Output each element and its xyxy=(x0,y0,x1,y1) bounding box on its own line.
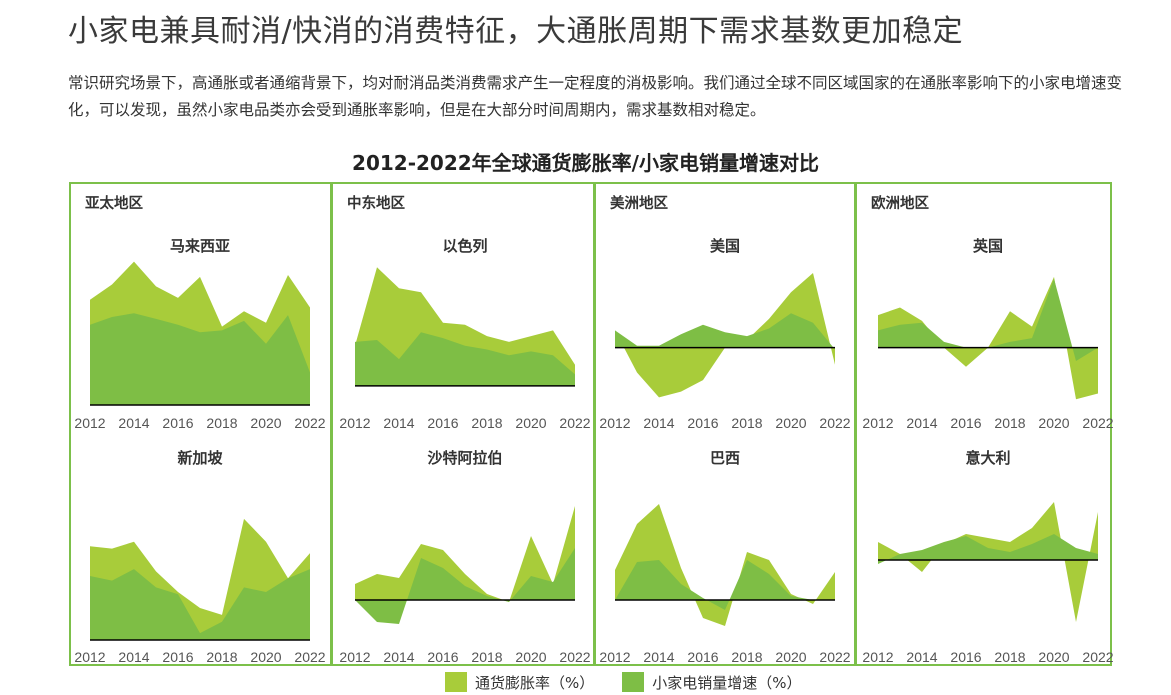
x-tick-label: 2022 xyxy=(819,415,850,431)
x-tick-label: 2020 xyxy=(775,649,806,665)
country-chart: 新加坡 2012 2014 2016 2018 2020 2022 xyxy=(74,449,325,665)
x-tick-label: 2012 xyxy=(74,415,105,431)
region-panel-europe: 欧洲地区 xyxy=(855,182,1112,666)
x-tick-label: 2022 xyxy=(294,415,325,431)
x-tick-label: 2016 xyxy=(162,415,193,431)
x-tick-label: 2012 xyxy=(74,649,105,665)
sales-growth-area xyxy=(878,278,1098,361)
sales-growth-area xyxy=(355,332,575,386)
x-tick-label: 2016 xyxy=(687,415,718,431)
legend-swatch-sales xyxy=(622,672,645,692)
country-chart: 英国 2012 2014 2016 2018 2020 2022 xyxy=(862,237,1113,431)
x-tick-label: 2014 xyxy=(906,415,937,431)
x-tick-label: 2018 xyxy=(471,649,502,665)
x-tick-label: 2018 xyxy=(731,649,762,665)
inflation-area xyxy=(878,276,1098,400)
legend-swatch-inflation xyxy=(445,672,467,692)
x-tick-label: 2012 xyxy=(862,415,893,431)
country-title: 美国 xyxy=(710,237,740,255)
x-tick-label: 2020 xyxy=(250,415,281,431)
country-title: 沙特阿拉伯 xyxy=(427,449,502,467)
inflation-area xyxy=(355,506,575,602)
x-tick-label: 2020 xyxy=(515,649,546,665)
x-tick-label: 2018 xyxy=(731,415,762,431)
inflation-area xyxy=(615,273,835,398)
x-tick-label: 2022 xyxy=(559,649,590,665)
x-tick-label: 2014 xyxy=(383,649,414,665)
x-tick-label: 2016 xyxy=(427,649,458,665)
x-tick-label: 2016 xyxy=(687,649,718,665)
legend: 通货膨胀率（%） 小家电销量增速（%） xyxy=(445,670,830,694)
x-tick-label: 2020 xyxy=(250,649,281,665)
page-description: 常识研究场景下，高通胀或者通缩背景下，均对耐消品类消费需求产生一定程度的消极影响… xyxy=(68,74,1123,119)
x-tick-label: 2016 xyxy=(162,649,193,665)
legend-label-inflation: 通货膨胀率（%） xyxy=(475,673,595,692)
x-tick-label: 2016 xyxy=(427,415,458,431)
x-tick-label: 2014 xyxy=(118,649,149,665)
x-tick-label: 2012 xyxy=(862,649,893,665)
page-title: 小家电兼具耐消/快消的消费特征，大通胀周期下需求基数更加稳定 xyxy=(68,14,964,49)
country-chart: 意大利 2012 2014 2016 2018 2020 2022 xyxy=(862,449,1113,665)
x-tick-label: 2022 xyxy=(819,649,850,665)
chart-title: 2012-2022年全球通货膨胀率/小家电销量增速对比 xyxy=(352,151,819,175)
x-tick-label: 2012 xyxy=(339,649,370,665)
sales-growth-area xyxy=(90,313,310,405)
x-tick-label: 2014 xyxy=(643,649,674,665)
x-tick-label: 2014 xyxy=(118,415,149,431)
x-tick-label: 2018 xyxy=(206,415,237,431)
x-tick-label: 2020 xyxy=(775,415,806,431)
country-chart: 美国 2012 2014 2016 2018 2020 2022 xyxy=(599,237,850,431)
x-tick-label: 2014 xyxy=(906,649,937,665)
x-tick-label: 2016 xyxy=(950,415,981,431)
sales-growth-area xyxy=(90,569,310,640)
country-chart: 以色列 2012 2014 2016 2018 2020 2022 xyxy=(339,237,590,431)
country-title: 新加坡 xyxy=(177,449,222,467)
x-tick-label: 2018 xyxy=(471,415,502,431)
region-label: 美洲地区 xyxy=(610,196,668,212)
x-tick-label: 2020 xyxy=(1038,649,1069,665)
x-tick-label: 2022 xyxy=(1082,649,1113,665)
x-tick-label: 2018 xyxy=(994,415,1025,431)
country-chart: 马来西亚 2012 2014 2016 2018 2020 2022 xyxy=(74,237,325,431)
sales-growth-area xyxy=(355,548,575,624)
legend-item-sales: 小家电销量增速（%） xyxy=(622,672,802,693)
x-tick-label: 2014 xyxy=(383,415,414,431)
country-title: 意大利 xyxy=(965,449,1010,467)
sales-growth-area xyxy=(878,534,1098,564)
sales-growth-area xyxy=(615,313,835,350)
region-label: 亚太地区 xyxy=(85,196,143,212)
x-tick-label: 2022 xyxy=(1082,415,1113,431)
legend-item-inflation: 通货膨胀率（%） xyxy=(445,672,594,693)
country-title: 马来西亚 xyxy=(170,237,230,255)
region-label: 中东地区 xyxy=(347,196,405,212)
inflation-area xyxy=(878,502,1098,622)
x-tick-label: 2022 xyxy=(294,649,325,665)
country-chart: 沙特阿拉伯 2012 2014 2016 2018 2020 2022 xyxy=(339,449,590,665)
x-tick-label: 2014 xyxy=(643,415,674,431)
x-tick-label: 2018 xyxy=(206,649,237,665)
x-tick-label: 2012 xyxy=(339,415,370,431)
region-label: 欧洲地区 xyxy=(871,196,929,212)
x-tick-label: 2012 xyxy=(599,649,630,665)
x-tick-label: 2022 xyxy=(559,415,590,431)
legend-label-sales: 小家电销量增速（%） xyxy=(652,673,802,692)
x-tick-label: 2020 xyxy=(1038,415,1069,431)
x-tick-label: 2016 xyxy=(950,649,981,665)
country-title: 以色列 xyxy=(442,237,487,255)
x-tick-label: 2020 xyxy=(515,415,546,431)
sales-growth-area xyxy=(615,560,835,610)
country-title: 英国 xyxy=(973,237,1003,255)
country-chart: 巴西 2012 2014 2016 2018 2020 2022 xyxy=(599,449,850,665)
x-tick-label: 2018 xyxy=(994,649,1025,665)
x-tick-label: 2012 xyxy=(599,415,630,431)
country-title: 巴西 xyxy=(710,449,740,467)
